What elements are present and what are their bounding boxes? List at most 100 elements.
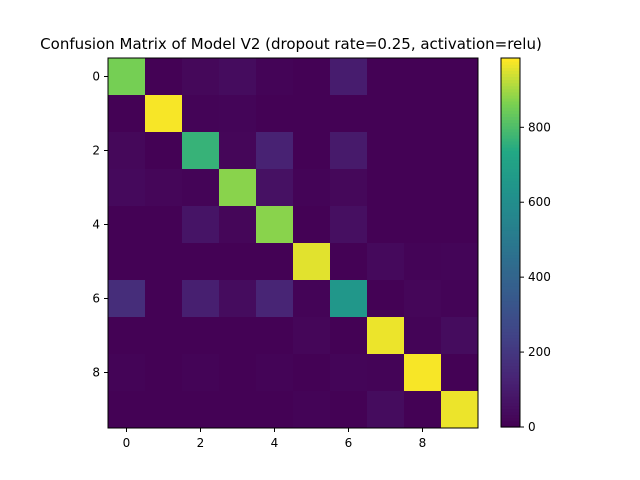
heatmap-cell-3-9 (441, 169, 479, 207)
heatmap-cell-4-4 (256, 206, 294, 244)
colorbar-segment (501, 224, 520, 228)
heatmap-cell-5-5 (293, 243, 331, 281)
y-tick-label: 0 (92, 70, 100, 84)
colorbar-segment (501, 144, 520, 148)
colorbar-segment (501, 58, 520, 62)
heatmap-cell-9-5 (293, 391, 331, 429)
colorbar-segment (501, 273, 520, 277)
colorbar-segment (501, 190, 520, 194)
x-tick-label: 8 (419, 436, 427, 450)
heatmap-cell-2-1 (145, 132, 183, 170)
heatmap-cell-6-4 (256, 280, 294, 318)
colorbar-segment (501, 82, 520, 87)
heatmap-cell-5-4 (256, 243, 294, 281)
colorbar-segment (501, 248, 520, 253)
heatmap-cell-4-9 (441, 206, 479, 244)
colorbar-segment (501, 328, 520, 333)
y-tick-label: 6 (92, 292, 100, 306)
heatmap-cell-8-9 (441, 354, 479, 392)
heatmap-cell-6-2 (182, 280, 220, 318)
heatmap-cell-9-3 (219, 391, 257, 429)
colorbar-segment (501, 304, 520, 308)
heatmap-cell-2-9 (441, 132, 479, 170)
colorbar-segment (501, 322, 520, 327)
heatmap-cell-1-4 (256, 95, 294, 133)
colorbar-segment (501, 211, 520, 216)
colorbar-segment (501, 276, 520, 280)
colorbar-segment (501, 282, 520, 287)
heatmap-cell-3-6 (330, 169, 368, 207)
heatmap-cell-8-2 (182, 354, 220, 392)
heatmap-cell-1-1 (145, 95, 183, 133)
heatmap-cell-2-5 (293, 132, 331, 170)
heatmap-cell-0-4 (256, 58, 294, 96)
colorbar-segment (501, 264, 520, 268)
colorbar-segment (501, 150, 520, 154)
heatmap-cell-2-0 (108, 132, 146, 170)
heatmap-cell-9-8 (404, 391, 442, 429)
heatmap-cell-9-2 (182, 391, 220, 429)
heatmap-cell-9-4 (256, 391, 294, 429)
heatmap-cell-5-2 (182, 243, 220, 281)
colorbar-segment (501, 97, 520, 102)
heatmap-cell-4-7 (367, 206, 405, 244)
heatmap-cell-8-0 (108, 354, 146, 392)
heatmap (107, 57, 479, 429)
colorbar-segment (501, 350, 520, 354)
plot-frame (107, 57, 479, 429)
colorbar-segment (501, 79, 520, 84)
heatmap-cell-3-5 (293, 169, 331, 207)
heatmap-cell-5-6 (330, 243, 368, 281)
heatmap-cell-0-0 (108, 58, 146, 96)
x-tick-label: 2 (197, 436, 205, 450)
heatmap-cell-9-6 (330, 391, 368, 429)
y-tick-label: 8 (92, 366, 100, 380)
heatmap-cell-6-3 (219, 280, 257, 318)
colorbar-segment (501, 162, 520, 167)
colorbar-segment (501, 380, 520, 385)
heatmap-cell-7-3 (219, 317, 257, 355)
colorbar-segment (501, 297, 520, 302)
heatmap-cell-1-8 (404, 95, 442, 133)
colorbar-segment (501, 199, 520, 204)
colorbar-segment (501, 371, 520, 376)
colorbar-segment (501, 116, 520, 121)
colorbar-tick-label: 0 (528, 420, 536, 434)
colorbar-segment (501, 365, 520, 370)
heatmap-cell-0-6 (330, 58, 368, 96)
heatmap-cell-1-7 (367, 95, 405, 133)
colorbar-segment (501, 414, 520, 419)
colorbar-segment (501, 393, 520, 397)
heatmap-cell-8-4 (256, 354, 294, 392)
colorbar-segment (501, 128, 520, 133)
colorbar-segment (501, 390, 520, 394)
colorbar-segment (501, 227, 520, 231)
heatmap-cell-1-2 (182, 95, 220, 133)
heatmap-cell-7-2 (182, 317, 220, 355)
colorbar-segment (501, 196, 520, 201)
colorbar-segment (501, 214, 520, 219)
colorbar-segment (501, 374, 520, 379)
colorbar-segment (501, 334, 520, 339)
colorbar-segment (501, 107, 520, 111)
colorbar-segment (501, 73, 520, 78)
heatmap-cell-9-1 (145, 391, 183, 429)
colorbar-segment (501, 316, 520, 320)
x-tick-label: 0 (123, 436, 131, 450)
heatmap-cell-5-9 (441, 243, 479, 281)
colorbar-segment (501, 288, 520, 293)
heatmap-cell-6-6 (330, 280, 368, 318)
x-tick-label: 6 (345, 436, 353, 450)
heatmap-cell-2-7 (367, 132, 405, 170)
y-tick-label: 4 (92, 218, 100, 232)
heatmap-cell-1-5 (293, 95, 331, 133)
heatmap-cell-8-5 (293, 354, 331, 392)
colorbar-segment (501, 362, 520, 367)
colorbar-segment (501, 310, 520, 314)
heatmap-cell-7-6 (330, 317, 368, 355)
y-tick-label: 2 (92, 144, 100, 158)
heatmap-cell-4-0 (108, 206, 146, 244)
colorbar-segment (501, 88, 520, 93)
heatmap-cell-9-0 (108, 391, 146, 429)
